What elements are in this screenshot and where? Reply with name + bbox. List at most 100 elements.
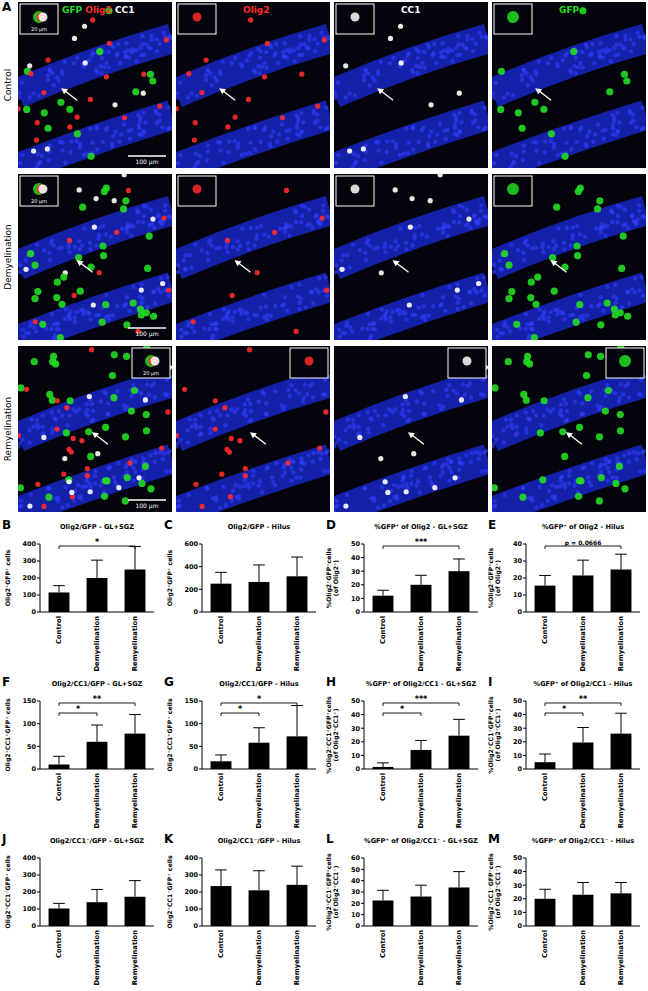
nucleus	[299, 111, 303, 115]
nucleus	[125, 230, 129, 234]
nucleus	[639, 393, 643, 397]
nucleus	[479, 203, 483, 207]
nucleus	[289, 478, 293, 482]
nucleus	[384, 309, 388, 313]
labelled-cell	[577, 477, 584, 484]
image-background	[176, 174, 330, 340]
nucleus	[253, 147, 257, 151]
nucleus	[480, 469, 484, 473]
nucleus	[334, 444, 337, 448]
panel-label: B	[2, 518, 11, 532]
nucleus	[57, 409, 61, 413]
nucleus	[348, 325, 352, 329]
nucleus	[449, 460, 453, 464]
nucleus	[541, 250, 545, 254]
nucleus	[469, 395, 473, 399]
nucleus	[273, 389, 277, 393]
nucleus	[36, 162, 40, 166]
nucleus	[398, 226, 402, 230]
nucleus	[470, 37, 474, 41]
labelled-cell	[243, 466, 248, 471]
nucleus	[526, 416, 530, 420]
nucleus	[296, 119, 300, 123]
nucleus	[476, 125, 480, 129]
nucleus	[139, 282, 143, 286]
labelled-cell	[285, 460, 290, 465]
nucleus	[382, 503, 386, 507]
nucleus	[636, 451, 640, 455]
labelled-cell	[100, 252, 107, 259]
nucleus	[494, 81, 498, 85]
nucleus	[298, 475, 302, 479]
labelled-cell	[147, 485, 154, 492]
nucleus	[324, 106, 328, 110]
labelled-cell	[237, 438, 242, 443]
nucleus	[35, 418, 39, 422]
micrograph: 20 µm100 µm	[18, 172, 173, 346]
nucleus	[85, 402, 89, 406]
nucleus	[99, 399, 103, 403]
nucleus	[492, 95, 495, 99]
nucleus	[591, 140, 595, 144]
labelled-cell	[31, 261, 38, 268]
nucleus	[479, 288, 483, 292]
nucleus	[288, 50, 292, 54]
nucleus	[65, 423, 69, 427]
nucleus	[404, 482, 408, 486]
nucleus	[379, 60, 383, 64]
channel-label: CC1	[401, 5, 420, 15]
granule-layer	[334, 383, 488, 438]
labelled-cell	[27, 250, 34, 257]
granule-layer	[334, 115, 488, 168]
nucleus	[63, 161, 67, 165]
labelled-cell	[143, 411, 150, 418]
nucleus	[434, 61, 438, 65]
nucleus	[611, 123, 615, 127]
nucleus	[276, 61, 280, 65]
nucleus	[280, 304, 284, 308]
labelled-cell	[399, 60, 404, 65]
nucleus	[334, 91, 337, 95]
nucleus	[521, 251, 525, 255]
nucleus	[176, 510, 179, 512]
nucleus	[187, 321, 191, 325]
labelled-cell	[606, 88, 613, 95]
scale-label: 100 µm	[135, 502, 158, 510]
nucleus	[396, 243, 400, 247]
nucleus	[164, 469, 168, 473]
nucleus	[531, 409, 535, 413]
nucleus	[167, 293, 171, 297]
granule-layer	[18, 39, 172, 94]
micrograph	[490, 344, 648, 516]
nucleus	[115, 304, 119, 308]
nucleus	[622, 46, 626, 50]
nucleus	[208, 71, 212, 75]
nucleus	[334, 270, 338, 274]
nucleus	[256, 64, 260, 68]
nucleus	[312, 37, 316, 41]
inset	[494, 176, 532, 206]
nucleus	[562, 127, 566, 131]
labelled-cell	[505, 358, 512, 365]
nucleus	[406, 151, 410, 155]
nucleus	[178, 153, 182, 157]
nucleus	[27, 512, 31, 513]
nucleus	[88, 127, 92, 131]
nucleus	[589, 389, 593, 393]
nucleus	[548, 139, 552, 143]
arrow-head	[61, 88, 68, 94]
nucleus	[214, 246, 218, 250]
labelled-cell	[561, 453, 568, 460]
inset	[178, 176, 216, 206]
nucleus	[572, 64, 576, 68]
nucleus	[599, 225, 603, 229]
nucleus	[133, 470, 137, 474]
labelled-cell	[559, 428, 566, 435]
labelled-cell	[141, 91, 146, 96]
nucleus	[243, 402, 247, 406]
nucleus	[301, 120, 305, 124]
labelled-cell	[501, 250, 508, 257]
nucleus	[162, 451, 166, 455]
nucleus	[85, 408, 89, 412]
labelled-cell	[537, 429, 544, 436]
